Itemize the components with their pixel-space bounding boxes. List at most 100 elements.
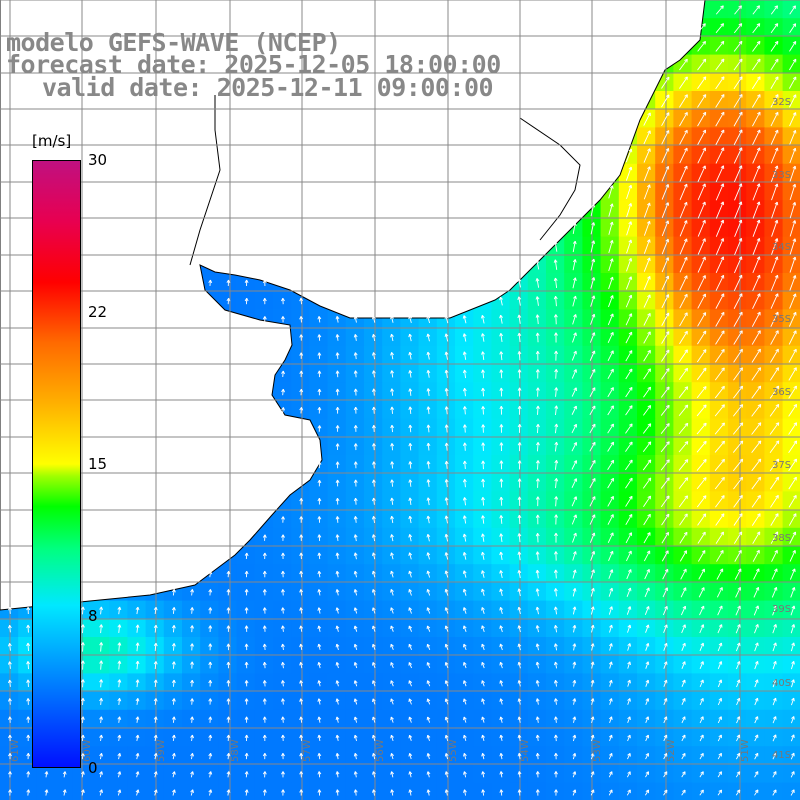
wind-arrow — [353, 461, 358, 469]
wind-arrow — [481, 369, 485, 379]
wind-arrow — [645, 752, 649, 760]
lat-label: 34S — [772, 242, 791, 253]
wind-arrow — [153, 716, 158, 723]
wind-arrow — [627, 716, 631, 724]
wind-arrow — [444, 607, 449, 614]
wind-arrow — [80, 771, 85, 778]
wind-arrow — [153, 753, 158, 760]
wind-arrow — [517, 460, 522, 470]
wind-arrow — [281, 698, 285, 705]
wind-arrow — [8, 698, 12, 705]
wind-arrow — [499, 515, 504, 524]
wind-arrow — [244, 753, 249, 760]
wind-arrow — [554, 332, 558, 343]
wind-arrow — [444, 625, 449, 632]
wind-arrow — [299, 534, 304, 541]
wind-arrow — [789, 568, 796, 580]
lat-label: 36S — [772, 387, 791, 398]
wind-arrow — [390, 662, 394, 669]
wind-arrow — [499, 551, 504, 561]
wind-arrow — [714, 404, 725, 417]
wind-arrow — [444, 406, 449, 415]
wind-arrow — [299, 625, 304, 632]
wind-arrow — [715, 183, 725, 201]
wind-arrow — [444, 351, 449, 360]
wind-arrow — [625, 331, 633, 344]
wind-arrow — [190, 643, 194, 651]
wind-arrow — [408, 406, 413, 415]
wind-arrow — [625, 459, 633, 471]
wind-arrow — [8, 753, 12, 760]
wind-arrow — [754, 661, 759, 670]
wind-arrow — [643, 202, 651, 218]
wind-arrow — [643, 239, 651, 254]
wind-arrow — [517, 789, 522, 796]
wind-arrow — [80, 606, 85, 615]
colorbar-tick-8: 8 — [88, 607, 98, 625]
colorbar-units: [m/s] — [32, 132, 72, 150]
wind-arrow — [608, 569, 614, 579]
wind-arrow — [772, 789, 777, 796]
wind-arrow — [426, 351, 431, 360]
wind-arrow — [608, 734, 613, 742]
wind-arrow — [752, 531, 761, 544]
wind-arrow — [317, 534, 322, 541]
wind-arrow — [517, 369, 522, 379]
wind-arrow — [715, 513, 725, 526]
wind-arrow — [462, 387, 467, 397]
wind-arrow — [444, 442, 449, 451]
wind-arrow — [571, 442, 577, 452]
wind-arrow — [462, 424, 467, 433]
wind-arrow — [535, 478, 540, 488]
wind-arrow — [390, 716, 394, 723]
wind-arrow — [791, 697, 795, 706]
lat-label: 41S — [772, 750, 791, 761]
wind-arrow — [153, 771, 158, 778]
wind-arrow — [117, 679, 122, 688]
wind-arrow — [481, 351, 485, 361]
wind-arrow — [426, 789, 431, 796]
wind-arrow — [117, 624, 122, 633]
wind-arrow — [481, 570, 485, 578]
wind-arrow — [572, 222, 577, 234]
wind-arrow — [262, 316, 267, 323]
wind-arrow — [390, 607, 394, 614]
wind-arrow — [262, 607, 267, 614]
wind-arrow — [481, 661, 485, 669]
wind-arrow — [660, 404, 670, 416]
wind-arrow — [553, 606, 558, 615]
wind-arrow — [752, 293, 761, 309]
wind-arrow — [789, 23, 797, 34]
wind-arrow — [553, 569, 558, 579]
wind-arrow — [679, 58, 688, 71]
wind-arrow — [463, 680, 467, 687]
wind-arrow — [281, 589, 285, 596]
wind-arrow — [299, 370, 304, 378]
wind-arrow — [771, 586, 778, 598]
wind-arrow — [678, 367, 689, 380]
wind-arrow — [607, 387, 614, 398]
wind-arrow — [663, 771, 668, 778]
wind-arrow — [335, 352, 340, 360]
wind-arrow — [281, 570, 285, 578]
wind-arrow — [499, 661, 504, 669]
wind-arrow — [135, 698, 140, 705]
wind-arrow — [426, 771, 431, 778]
latitude-labels: 32S 33S 34S 35S 36S 37S 38S 39S 40S 41S — [772, 97, 791, 761]
wind-arrow — [8, 789, 12, 796]
wind-arrow — [535, 332, 540, 343]
wind-arrow — [790, 771, 795, 778]
wind-arrow — [463, 771, 467, 778]
wind-arrow — [627, 734, 631, 742]
wind-arrow — [299, 552, 304, 560]
wind-arrow — [788, 311, 797, 327]
wind-arrow — [715, 348, 725, 363]
wind-arrow — [208, 661, 213, 669]
wind-arrow — [754, 734, 759, 742]
wind-arrow — [733, 513, 743, 526]
wind-arrow — [499, 625, 504, 633]
wind-arrow — [625, 441, 633, 452]
wind-arrow — [590, 661, 595, 669]
wind-arrow — [752, 183, 761, 201]
wind-arrow — [733, 348, 743, 363]
